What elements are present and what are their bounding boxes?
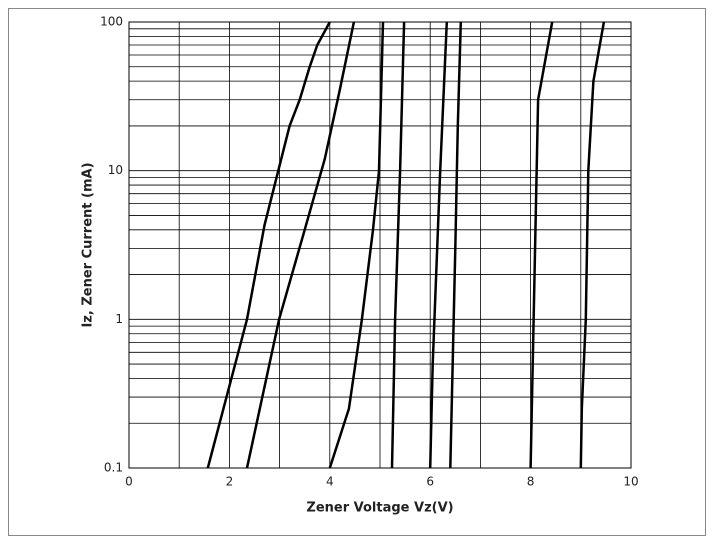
curve: [206, 21, 331, 469]
curve: [449, 21, 463, 469]
x-tick-label: 10: [623, 475, 638, 489]
x-tick-label: 2: [226, 475, 234, 489]
x-tick-label: 4: [326, 475, 334, 489]
curve: [390, 21, 406, 469]
curve: [579, 21, 606, 469]
y-tick-label: 100: [100, 15, 123, 29]
curve: [245, 21, 356, 469]
curve: [328, 21, 385, 469]
y-tick-label: 1: [115, 312, 123, 326]
y-tick-label: 0.1: [104, 461, 123, 475]
curve: [428, 21, 449, 469]
frame: [8, 8, 706, 536]
x-tick-label: 8: [527, 475, 535, 489]
x-tick-label: 6: [426, 475, 434, 489]
y-axis-title: Iz, Zener Current (mA): [81, 162, 96, 327]
curve: [529, 21, 554, 469]
y-tick-label: 10: [108, 163, 123, 177]
x-axis-title: Zener Voltage Vz(V): [306, 501, 453, 516]
x-tick-label: 0: [125, 475, 133, 489]
